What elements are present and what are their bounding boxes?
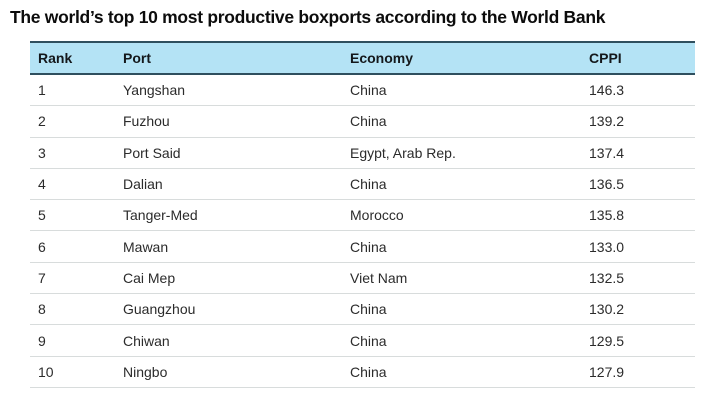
cell-port: Chiwan: [123, 332, 170, 349]
column-header-port: Port: [123, 50, 151, 66]
cell-cppi: 135.8: [589, 207, 625, 224]
cell-port: Yangshan: [123, 82, 186, 99]
cell-economy: China: [350, 82, 387, 99]
cell-port: Ningbo: [123, 363, 168, 380]
cell-economy: China: [350, 176, 387, 193]
cell-economy: China: [350, 238, 387, 255]
boxports-table: Rank Port Economy CPPI 1 Yangshan China …: [30, 41, 695, 388]
cell-port: Guangzhou: [123, 301, 196, 318]
cell-port: Cai Mep: [123, 269, 176, 286]
table-row: 7 Cai Mep Viet Nam 132.5: [30, 263, 695, 295]
cell-rank: 9: [38, 332, 46, 349]
cell-cppi: 130.2: [589, 301, 625, 318]
cell-economy: Egypt, Arab Rep.: [350, 144, 456, 161]
cell-economy: China: [350, 332, 387, 349]
cell-port: Fuzhou: [123, 113, 170, 130]
cell-rank: 5: [38, 207, 46, 224]
cell-rank: 8: [38, 301, 46, 318]
cell-rank: 3: [38, 144, 46, 161]
cell-port: Mawan: [123, 238, 169, 255]
table-row: 6 Mawan China 133.0: [30, 231, 695, 263]
column-header-economy: Economy: [350, 50, 414, 66]
cell-port: Port Said: [123, 144, 181, 161]
cell-rank: 6: [38, 238, 46, 255]
cell-cppi: 146.3: [589, 82, 625, 99]
table-row: 3 Port Said Egypt, Arab Rep. 137.4: [30, 138, 695, 169]
cell-economy: China: [350, 363, 387, 380]
table-header-row: Rank Port Economy CPPI: [30, 41, 695, 75]
cell-rank: 10: [38, 363, 54, 380]
page-title: The world’s top 10 most productive boxpo…: [10, 7, 606, 27]
cell-port: Tanger-Med: [123, 207, 198, 224]
cell-rank: 2: [38, 113, 46, 130]
cell-economy: China: [350, 113, 387, 130]
cell-cppi: 132.5: [589, 269, 625, 286]
table-row: 8 Guangzhou China 130.2: [30, 294, 695, 326]
cell-rank: 4: [38, 176, 46, 193]
cell-cppi: 133.0: [589, 238, 625, 255]
table-row: 4 Dalian China 136.5: [30, 169, 695, 201]
table-row: 2 Fuzhou China 139.2: [30, 106, 695, 138]
cell-economy: China: [350, 301, 387, 318]
cell-rank: 1: [38, 82, 46, 99]
cell-economy: Morocco: [350, 207, 404, 224]
table-row: 1 Yangshan China 146.3: [30, 75, 695, 107]
cell-rank: 7: [38, 269, 46, 286]
cell-cppi: 139.2: [589, 113, 625, 130]
table-row: 9 Chiwan China 129.5: [30, 325, 695, 357]
cell-cppi: 129.5: [589, 332, 625, 349]
cell-cppi: 136.5: [589, 176, 625, 193]
cell-economy: Viet Nam: [350, 269, 408, 286]
cell-port: Dalian: [123, 176, 163, 193]
table-row: 10 Ningbo China 127.9: [30, 357, 695, 388]
table-row: 5 Tanger-Med Morocco 135.8: [30, 200, 695, 232]
cell-cppi: 127.9: [589, 363, 625, 380]
column-header-rank: Rank: [38, 50, 73, 66]
column-header-cppi: CPPI: [589, 50, 622, 66]
cell-cppi: 137.4: [589, 144, 625, 161]
